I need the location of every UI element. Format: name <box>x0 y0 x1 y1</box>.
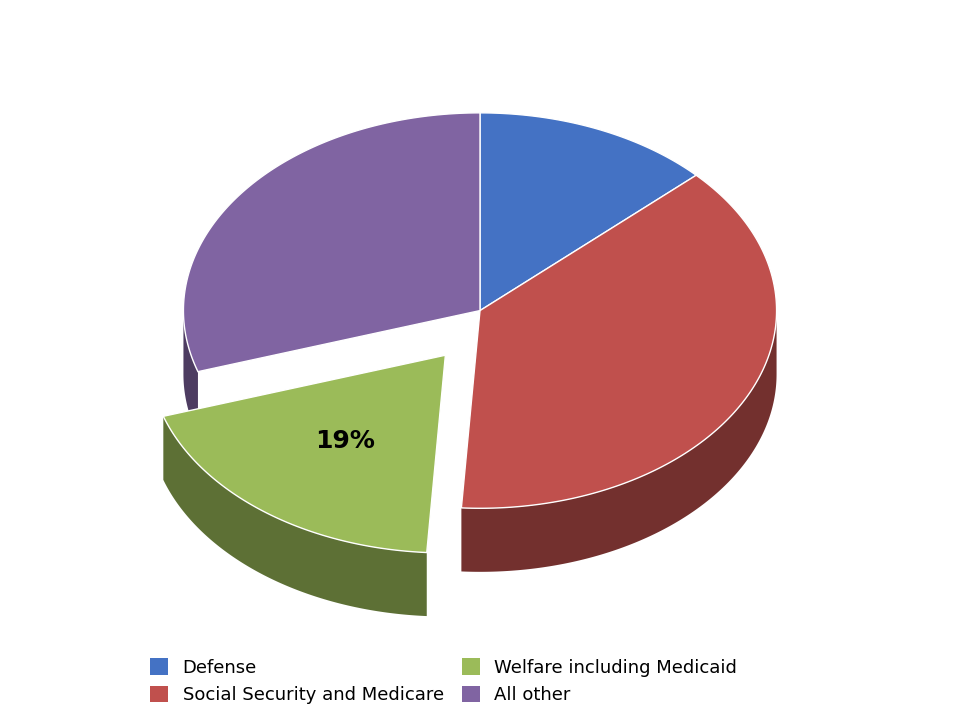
Polygon shape <box>462 311 777 572</box>
Polygon shape <box>183 113 480 372</box>
Polygon shape <box>480 113 696 310</box>
Polygon shape <box>163 355 445 552</box>
Polygon shape <box>462 175 777 508</box>
Polygon shape <box>163 416 427 616</box>
Legend: Defense, Social Security and Medicare, Welfare including Medicaid, All other: Defense, Social Security and Medicare, W… <box>150 659 737 704</box>
Text: 19%: 19% <box>316 429 375 453</box>
Polygon shape <box>183 309 198 435</box>
